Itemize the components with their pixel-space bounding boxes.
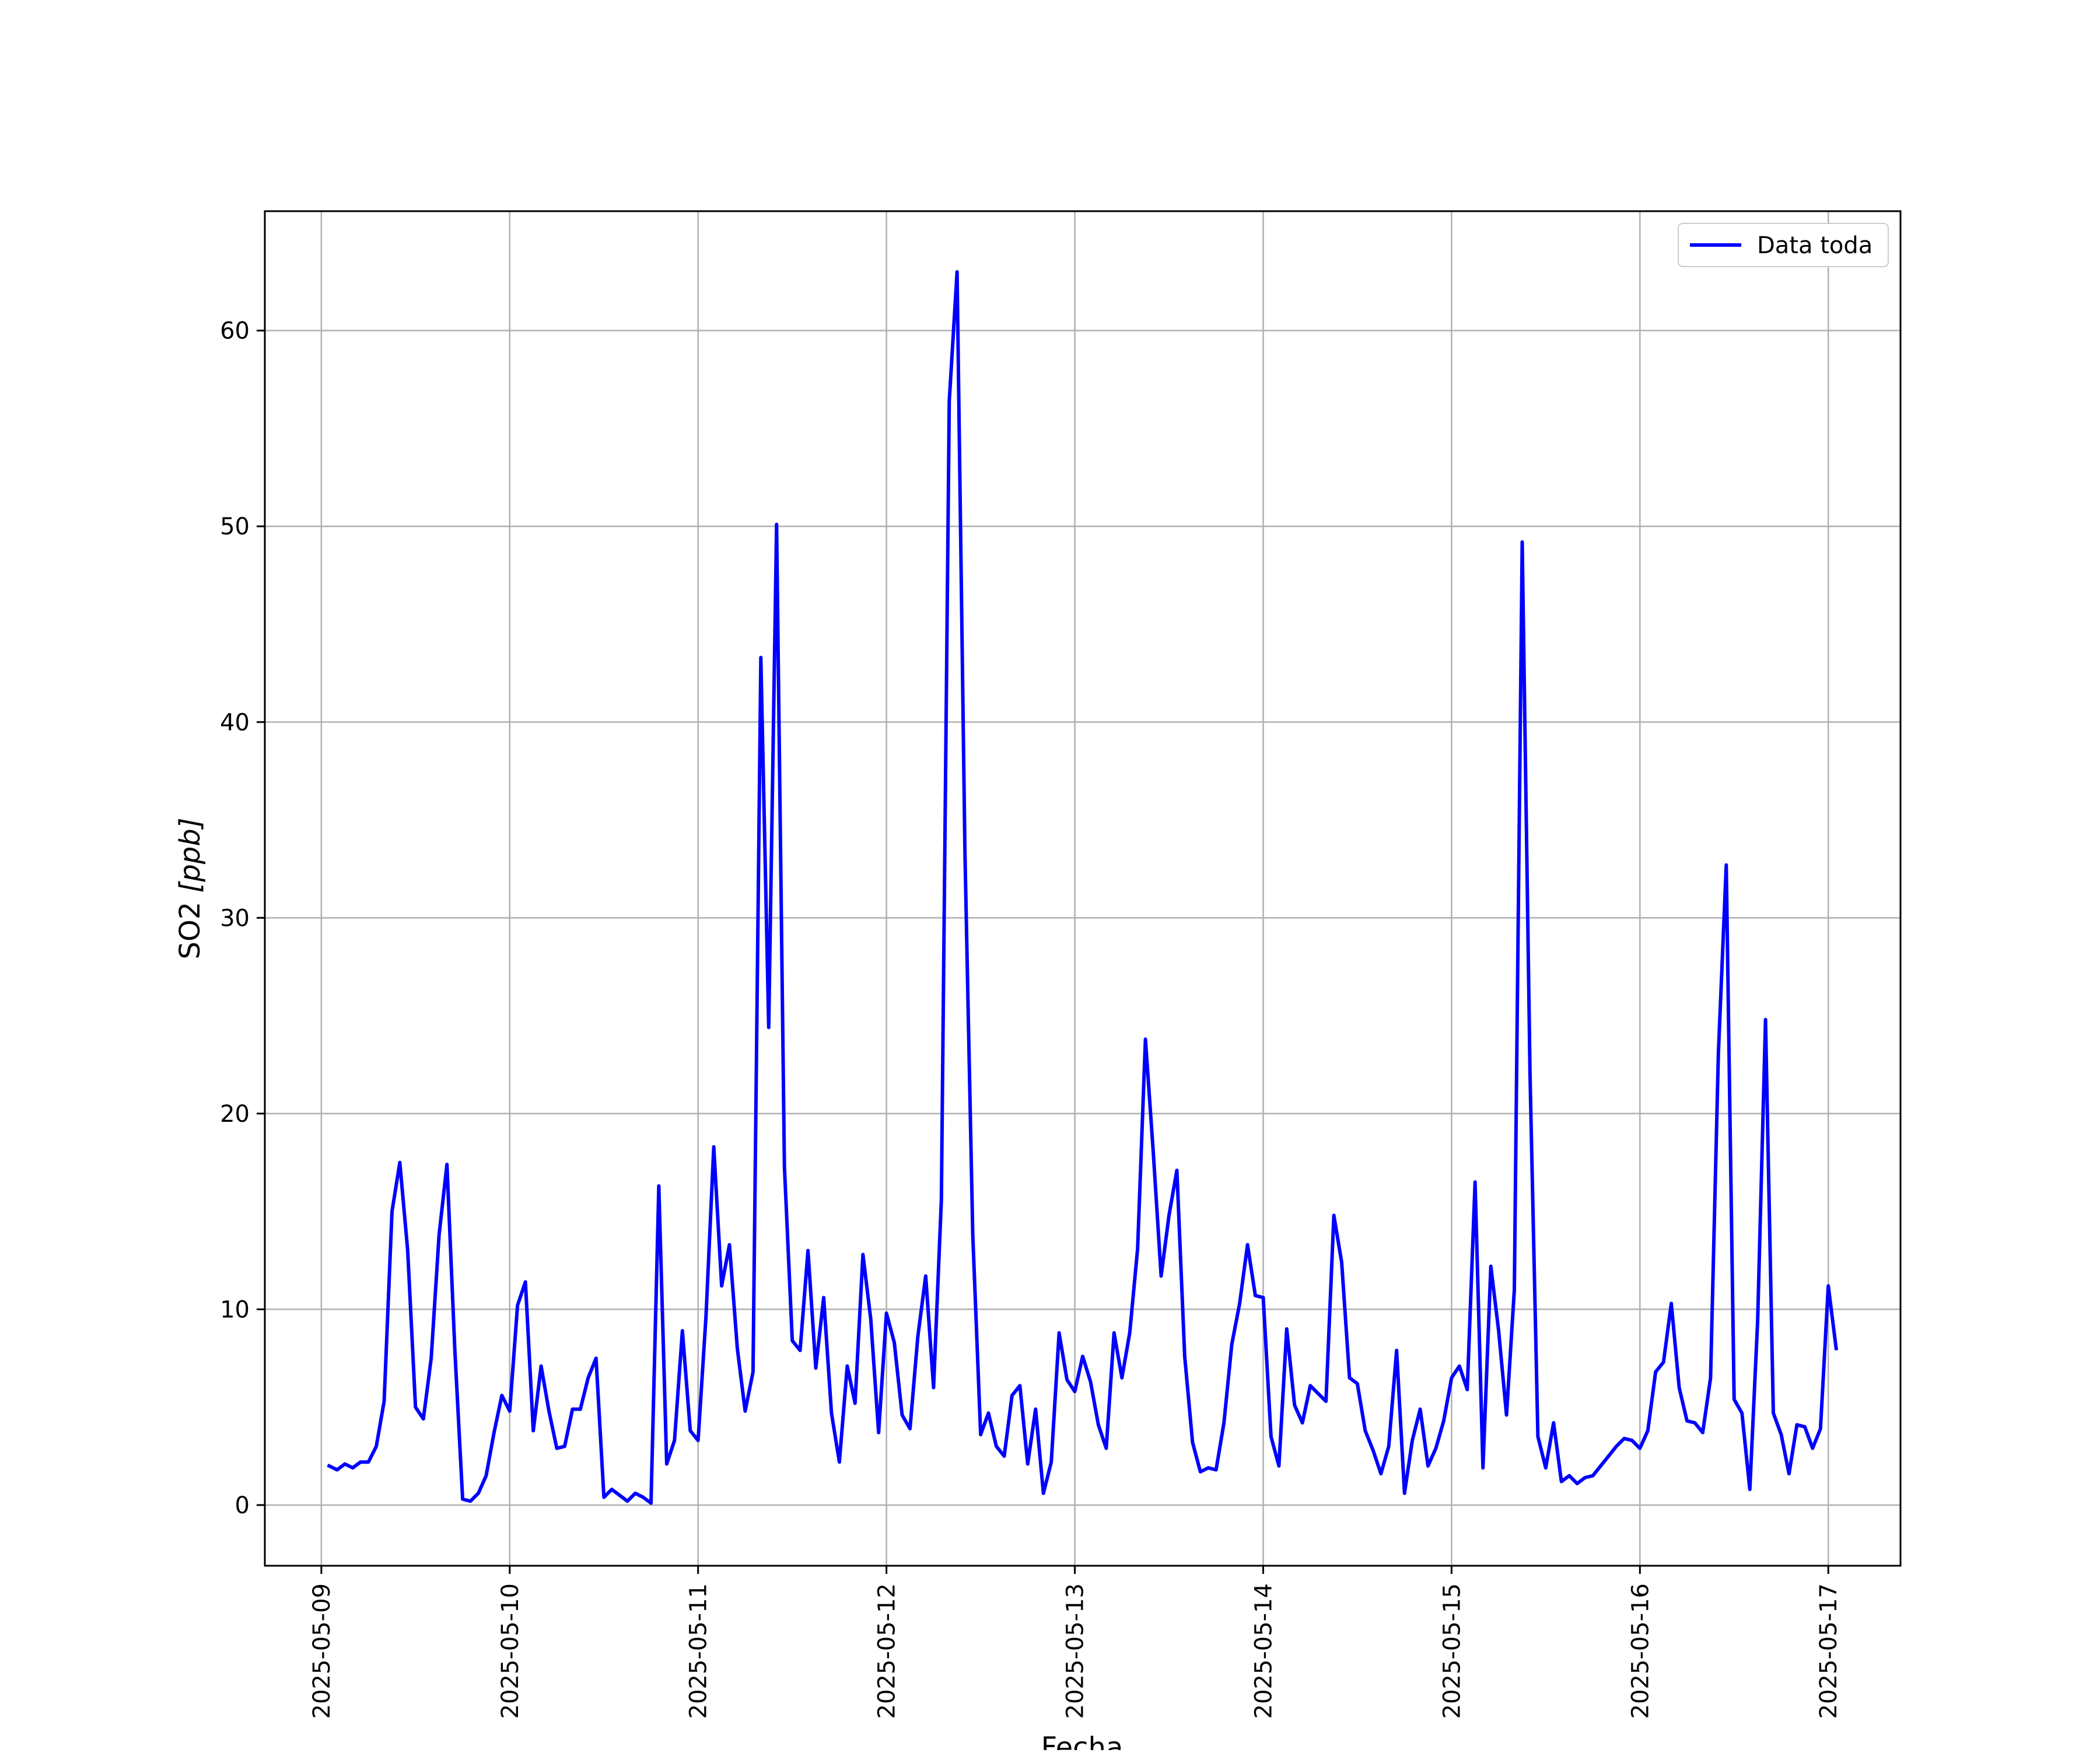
y-tick-label: 60 [220,318,250,345]
x-tick-label: 2025-05-12 [874,1583,901,1719]
x-tick-label: 2025-05-13 [1062,1583,1089,1719]
y-axis-ticks: 0 10 20 30 40 50 60 [220,318,265,1519]
legend-label-data-toda: Data toda [1757,232,1873,259]
x-axis-ticks: 2025-05-09 2025-05-10 2025-05-11 2025-05-12… [309,1566,1842,1719]
y-tick-label: 10 [220,1296,250,1323]
x-tick-label: 2025-05-09 [309,1583,335,1719]
y-tick-label: 0 [235,1492,250,1519]
y-axis-label-quantity: SO2 [174,893,206,959]
plot-area-frame [264,210,1902,1567]
x-tick-label: 2025-05-10 [497,1583,524,1719]
x-tick-label: 2025-05-15 [1438,1583,1465,1719]
y-tick-label: 30 [220,905,250,932]
x-tick-label: 2025-05-17 [1815,1583,1842,1719]
x-tick-label: 2025-05-11 [685,1583,712,1719]
grid [265,211,1901,1566]
y-tick-label: 20 [220,1101,250,1128]
y-tick-label: 50 [220,513,250,540]
legend: Data toda [1678,223,1889,267]
y-tick-label: 40 [220,709,250,736]
x-tick-label: 2025-05-16 [1627,1583,1654,1719]
x-axis-label: Fecha [1041,1731,1124,1750]
legend-box [1678,223,1889,267]
series-layer [327,270,1839,1505]
series-line-data-toda [327,270,1839,1505]
y-axis-label-unit: [ppb] [174,818,206,893]
x-tick-label: 2025-05-14 [1250,1583,1277,1719]
y-axis-label: SO2 [ppb] [174,818,206,960]
